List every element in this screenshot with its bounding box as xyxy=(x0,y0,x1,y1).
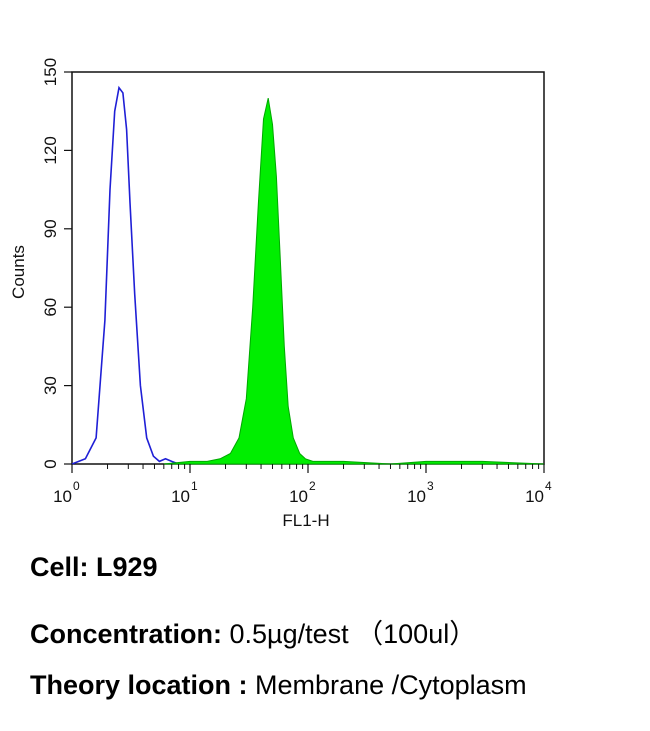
cell-value: L929 xyxy=(96,552,158,582)
cell-label: Cell: xyxy=(30,552,89,582)
y-tick-label: 120 xyxy=(41,136,60,164)
concentration-label: Concentration: xyxy=(30,619,222,649)
x-tick-exponent: 0 xyxy=(73,479,80,493)
location-value: Membrane /Cytoplasm xyxy=(255,670,527,700)
y-axis: 0 30 60 90 120 150 xyxy=(41,58,72,469)
x-tick-exponent: 2 xyxy=(309,479,316,493)
location-caption: Theory location : Membrane /Cytoplasm xyxy=(30,670,527,701)
concentration-caption: Concentration: 0.5µg/test （100ul） xyxy=(30,612,476,651)
y-tick-label: 0 xyxy=(41,459,60,468)
x-tick-label: 10 xyxy=(289,487,308,506)
x-tick-label: 10 xyxy=(525,487,544,506)
control-histogram-series xyxy=(71,85,179,465)
y-tick-label: 60 xyxy=(41,298,60,317)
series-layer xyxy=(71,85,545,465)
x-axis-title: FL1-H xyxy=(282,511,329,530)
x-tick-exponent: 4 xyxy=(545,479,552,493)
x-tick-exponent: 3 xyxy=(427,479,434,493)
x-tick-exponent: 1 xyxy=(191,479,198,493)
y-tick-label: 150 xyxy=(41,58,60,86)
x-tick-label: 10 xyxy=(53,487,72,506)
cell-caption: Cell: L929 xyxy=(30,552,158,583)
concentration-value: 0.5µg/test （100ul） xyxy=(229,619,477,649)
y-tick-label: 90 xyxy=(41,219,60,238)
x-tick-label: 10 xyxy=(407,487,426,506)
y-axis-title: Counts xyxy=(9,245,28,299)
location-label: Theory location : xyxy=(30,670,248,700)
stained-histogram-series xyxy=(163,97,545,465)
y-tick-label: 30 xyxy=(41,376,60,395)
x-tick-label: 10 xyxy=(171,487,190,506)
